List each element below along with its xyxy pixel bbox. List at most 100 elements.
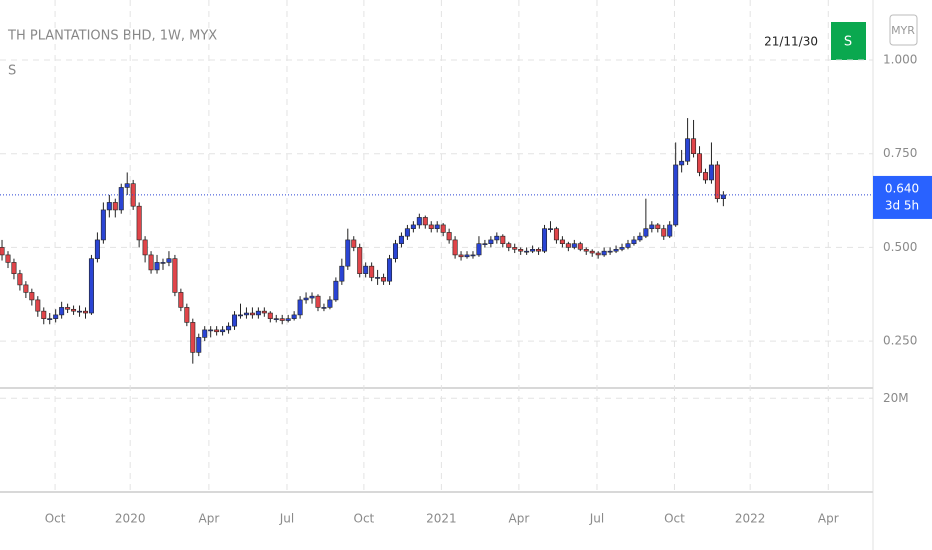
- candle-body: [625, 243, 631, 248]
- candle-body: [94, 239, 100, 259]
- candle-body: [172, 258, 178, 293]
- candle-body: [667, 224, 673, 237]
- x-tick-label: Oct: [354, 512, 375, 526]
- candle-body: [279, 318, 285, 321]
- candle-body: [47, 318, 53, 320]
- candle-body: [321, 307, 327, 309]
- currency-box[interactable]: [889, 14, 918, 46]
- candle-body: [631, 239, 637, 244]
- candle-body: [249, 312, 255, 316]
- candle-body: [184, 307, 190, 323]
- candle-body: [452, 239, 458, 256]
- candle-body: [100, 209, 106, 241]
- y-tick-label: 0.250: [883, 334, 917, 348]
- candle-body: [255, 310, 261, 316]
- chart-title: TH PLANTATIONS BHD, 1W, MYX: [7, 29, 217, 44]
- candle-body: [655, 224, 661, 229]
- candle-body: [5, 254, 11, 263]
- candle-body: [428, 224, 434, 229]
- candle-body: [77, 310, 83, 313]
- candle-body: [339, 265, 345, 282]
- candle-body: [714, 164, 720, 199]
- candle-body: [512, 247, 518, 250]
- candle-body: [589, 250, 595, 254]
- last-price-label: 0.640: [885, 181, 919, 195]
- candle-body: [297, 299, 303, 316]
- candle-body: [53, 314, 59, 319]
- candle-body: [565, 243, 571, 248]
- candle-body: [381, 277, 387, 282]
- candle-body: [82, 310, 88, 314]
- candle-body: [553, 228, 559, 241]
- candle-body: [11, 262, 17, 274]
- candle-body: [291, 314, 297, 319]
- last-price-tag: [873, 175, 932, 219]
- indicator-label: S: [8, 64, 16, 79]
- currency-label[interactable]: MYR: [891, 24, 915, 37]
- candle-body: [23, 284, 29, 293]
- candle-body: [536, 248, 542, 252]
- candle-body: [571, 243, 577, 248]
- candle-body: [446, 232, 452, 241]
- candle-body: [345, 239, 351, 267]
- candle-body: [369, 265, 375, 278]
- candle-body: [387, 258, 393, 282]
- candle-body: [595, 252, 601, 256]
- candle-body: [214, 329, 220, 333]
- candle-body: [166, 258, 172, 263]
- candle-body: [160, 262, 166, 264]
- candle-body: [303, 297, 309, 301]
- candle-body: [208, 329, 214, 332]
- candle-body: [607, 250, 613, 253]
- date-label: 21/11/30: [764, 35, 818, 49]
- candle-body: [232, 314, 238, 327]
- button-label[interactable]: S: [844, 35, 852, 50]
- candle-body: [720, 194, 726, 199]
- candle-body: [309, 295, 315, 299]
- candle-body: [708, 164, 714, 181]
- candle-body: [190, 322, 196, 353]
- candle-body: [88, 258, 94, 314]
- candle-body: [357, 247, 363, 274]
- candle-body: [363, 265, 369, 274]
- candle-body: [488, 239, 494, 244]
- candle-body: [518, 248, 524, 252]
- candle-body: [226, 325, 232, 331]
- candle-body: [476, 243, 482, 256]
- candle-body: [196, 337, 202, 353]
- candle-body: [702, 172, 708, 181]
- candle-body: [261, 310, 267, 314]
- candle-body: [273, 318, 279, 320]
- x-tick-label: Jul: [589, 512, 604, 526]
- candle-body: [392, 243, 398, 259]
- x-tick-label: Apr: [199, 512, 220, 526]
- candle-body: [315, 295, 321, 308]
- candle-body: [41, 310, 47, 319]
- candle-body: [220, 329, 226, 333]
- x-tick-label: 2022: [735, 512, 766, 526]
- candle-body: [327, 299, 333, 308]
- candle-body: [136, 205, 142, 241]
- x-tick-label: 2020: [115, 512, 146, 526]
- candle-body: [404, 228, 410, 237]
- candle-body: [506, 243, 512, 248]
- candle-body: [106, 202, 112, 211]
- candle-body: [482, 243, 488, 245]
- x-tick-label: Apr: [818, 512, 839, 526]
- candle-body: [124, 183, 130, 188]
- volume-tick-label: 20M: [883, 391, 909, 405]
- candle-body: [649, 224, 655, 229]
- candle-body: [542, 228, 548, 252]
- candle-body: [583, 248, 589, 252]
- button[interactable]: [831, 22, 866, 60]
- candle-body: [619, 247, 625, 250]
- candle-body: [130, 183, 136, 207]
- candle-body: [351, 239, 357, 248]
- candle-body: [464, 254, 470, 258]
- candle-body: [547, 228, 553, 230]
- candle-body: [494, 235, 500, 241]
- candle-body: [285, 318, 291, 321]
- candle-body: [458, 254, 464, 258]
